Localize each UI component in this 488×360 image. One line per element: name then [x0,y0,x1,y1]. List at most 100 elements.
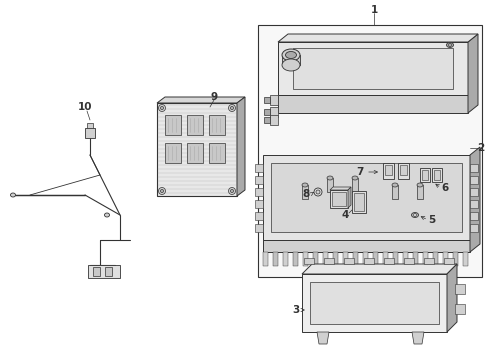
Ellipse shape [228,104,235,112]
Ellipse shape [230,107,233,109]
Polygon shape [416,185,422,199]
Polygon shape [412,252,417,266]
Polygon shape [326,178,332,192]
Polygon shape [351,191,365,213]
Polygon shape [263,252,267,266]
Polygon shape [422,252,427,266]
Polygon shape [443,258,453,264]
Polygon shape [462,252,467,266]
Polygon shape [304,258,313,264]
Polygon shape [329,190,347,208]
Polygon shape [269,115,278,125]
Polygon shape [442,252,447,266]
Polygon shape [186,143,203,163]
Polygon shape [292,48,452,89]
Polygon shape [399,165,406,175]
Polygon shape [431,168,441,182]
Polygon shape [469,224,477,232]
Polygon shape [323,252,327,266]
Polygon shape [421,170,427,180]
Polygon shape [324,258,333,264]
Ellipse shape [411,212,418,217]
Polygon shape [392,252,397,266]
Polygon shape [352,252,357,266]
Polygon shape [331,192,346,206]
Polygon shape [423,258,433,264]
Polygon shape [469,147,479,252]
Polygon shape [419,168,429,182]
Ellipse shape [391,183,397,187]
Polygon shape [164,115,181,135]
Polygon shape [208,115,224,135]
Ellipse shape [282,49,299,61]
Ellipse shape [160,189,163,193]
Polygon shape [363,258,373,264]
Polygon shape [329,187,350,190]
Ellipse shape [313,188,321,196]
Polygon shape [263,155,469,240]
Text: 5: 5 [427,215,435,225]
Polygon shape [264,97,269,103]
Polygon shape [353,193,363,211]
Polygon shape [186,115,203,135]
Polygon shape [362,252,367,266]
Ellipse shape [447,44,451,46]
Polygon shape [269,107,278,117]
Polygon shape [446,264,456,332]
Ellipse shape [285,51,296,59]
Bar [454,304,464,314]
Ellipse shape [302,183,307,187]
Polygon shape [278,34,477,42]
Text: 3: 3 [292,305,299,315]
Polygon shape [157,97,244,103]
Polygon shape [397,163,408,179]
Polygon shape [372,252,377,266]
Ellipse shape [10,193,16,197]
Polygon shape [391,185,397,199]
Text: 1: 1 [369,5,377,15]
Polygon shape [88,265,120,278]
Polygon shape [302,264,456,274]
Polygon shape [87,123,93,128]
Bar [454,284,464,294]
Bar [258,25,481,277]
Ellipse shape [412,213,416,216]
Polygon shape [264,117,269,123]
Polygon shape [469,188,477,196]
Polygon shape [237,97,244,196]
Polygon shape [312,252,317,266]
Polygon shape [93,267,100,276]
Polygon shape [254,164,263,172]
Text: 2: 2 [476,143,484,153]
Polygon shape [270,163,461,232]
Ellipse shape [351,176,357,180]
Polygon shape [467,34,477,113]
Polygon shape [208,143,224,163]
Polygon shape [254,212,263,220]
Polygon shape [469,200,477,208]
Polygon shape [105,267,112,276]
Polygon shape [347,187,350,208]
Polygon shape [332,252,337,266]
Text: 4: 4 [341,210,348,220]
Polygon shape [269,95,278,105]
Polygon shape [263,240,469,252]
Polygon shape [343,258,353,264]
Polygon shape [452,252,457,266]
Polygon shape [302,185,307,199]
Text: 10: 10 [78,102,92,112]
Polygon shape [433,170,439,180]
Polygon shape [254,176,263,184]
Ellipse shape [282,59,299,71]
Ellipse shape [158,188,165,194]
Ellipse shape [228,188,235,194]
Ellipse shape [160,107,163,109]
Polygon shape [283,252,287,266]
Polygon shape [316,332,328,344]
Polygon shape [264,109,269,115]
Text: 8: 8 [302,189,309,199]
Ellipse shape [416,183,422,187]
Polygon shape [384,165,391,175]
Polygon shape [164,143,181,163]
Polygon shape [351,178,357,192]
